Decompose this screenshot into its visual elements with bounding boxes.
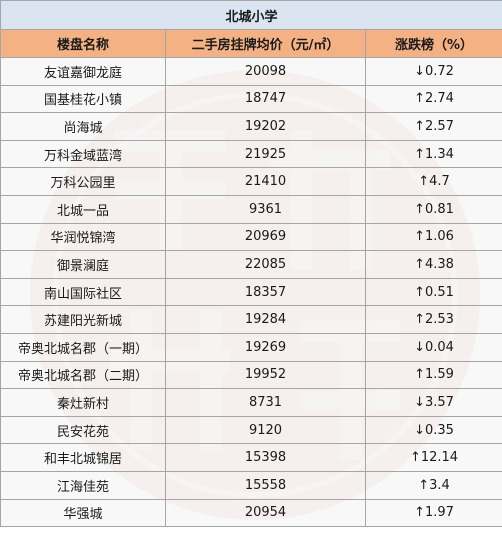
cell-change: ↓0.35 bbox=[365, 415, 502, 445]
table-row: 御景澜庭 22085 ↑4.38 bbox=[0, 250, 502, 279]
cell-price: 19284 bbox=[165, 305, 366, 334]
cell-change: ↑3.4 bbox=[365, 470, 502, 500]
table-row: 帝奥北城名郡（一期） 19269 ↓0.04 bbox=[0, 332, 502, 362]
cell-price: 15398 bbox=[165, 443, 366, 472]
cell-name: 北城一品 bbox=[0, 194, 166, 224]
cell-name: 帝奥北城名郡（一期） bbox=[0, 332, 166, 362]
table-row: 万科金域蓝湾 21925 ↑1.34 bbox=[0, 139, 502, 169]
table-row: 江海佳苑 15558 ↑3.4 bbox=[0, 470, 502, 500]
cell-name: 秦灶新村 bbox=[0, 388, 166, 417]
cell-price: 19202 bbox=[165, 112, 366, 141]
table-row: 北城一品 9361 ↑0.81 bbox=[0, 194, 502, 224]
table-row: 华强城 20954 ↑1.97 bbox=[0, 498, 502, 528]
cell-name: 江海佳苑 bbox=[0, 470, 166, 500]
cell-name: 南山国际社区 bbox=[0, 277, 166, 307]
cell-name: 万科公园里 bbox=[0, 167, 166, 196]
cell-change: ↓0.72 bbox=[365, 57, 502, 86]
table-header-row: 楼盘名称 二手房挂牌均价（元/㎡） 涨跌榜（%） bbox=[0, 29, 502, 58]
cell-name: 帝奥北城名郡（二期） bbox=[0, 360, 166, 390]
cell-price: 19269 bbox=[165, 332, 366, 362]
table-row: 国基桂花小镇 18747 ↑2.74 bbox=[0, 84, 502, 114]
cell-price: 19952 bbox=[165, 360, 366, 390]
cell-name: 御景澜庭 bbox=[0, 250, 166, 279]
cell-name: 万科金域蓝湾 bbox=[0, 139, 166, 169]
table-title-row: 北城小学 bbox=[0, 0, 502, 30]
cell-change: ↑0.81 bbox=[365, 194, 502, 224]
cell-change: ↑1.97 bbox=[365, 498, 502, 528]
cell-change: ↑2.57 bbox=[365, 112, 502, 141]
cell-name: 和丰北城锦居 bbox=[0, 443, 166, 472]
cell-change: ↓0.04 bbox=[365, 332, 502, 362]
table-row: 友谊嘉御龙庭 20098 ↓0.72 bbox=[0, 57, 502, 86]
cell-name: 苏建阳光新城 bbox=[0, 305, 166, 334]
cell-price: 21410 bbox=[165, 167, 366, 196]
table-row: 南山国际社区 18357 ↑0.51 bbox=[0, 277, 502, 307]
table-row: 华润悦锦湾 20969 ↑1.06 bbox=[0, 222, 502, 252]
column-header-price: 二手房挂牌均价（元/㎡） bbox=[165, 29, 366, 58]
cell-change: ↑2.74 bbox=[365, 84, 502, 114]
cell-change: ↑1.06 bbox=[365, 222, 502, 252]
cell-change: ↑4.7 bbox=[365, 167, 502, 196]
cell-price: 15558 bbox=[165, 470, 366, 500]
cell-price: 20098 bbox=[165, 57, 366, 86]
column-header-change: 涨跌榜（%） bbox=[365, 29, 502, 58]
cell-name: 华强城 bbox=[0, 498, 166, 528]
table-row: 尚海城 19202 ↑2.57 bbox=[0, 112, 502, 141]
table-row: 秦灶新村 8731 ↓3.57 bbox=[0, 388, 502, 417]
cell-price: 9361 bbox=[165, 194, 366, 224]
cell-price: 22085 bbox=[165, 250, 366, 279]
cell-price: 20954 bbox=[165, 498, 366, 528]
cell-change: ↓3.57 bbox=[365, 388, 502, 417]
cell-price: 21925 bbox=[165, 139, 366, 169]
cell-name: 华润悦锦湾 bbox=[0, 222, 166, 252]
cell-price: 9120 bbox=[165, 415, 366, 445]
cell-change: ↑0.51 bbox=[365, 277, 502, 307]
cell-price: 20969 bbox=[165, 222, 366, 252]
cell-name: 国基桂花小镇 bbox=[0, 84, 166, 114]
column-header-name: 楼盘名称 bbox=[0, 29, 166, 58]
cell-price: 18357 bbox=[165, 277, 366, 307]
cell-price: 8731 bbox=[165, 388, 366, 417]
cell-name: 民安花苑 bbox=[0, 415, 166, 445]
cell-price: 18747 bbox=[165, 84, 366, 114]
table-row: 帝奥北城名郡（二期） 19952 ↑1.59 bbox=[0, 360, 502, 390]
cell-name: 友谊嘉御龙庭 bbox=[0, 57, 166, 86]
cell-change: ↑12.14 bbox=[365, 443, 502, 472]
cell-change: ↑4.38 bbox=[365, 250, 502, 279]
cell-name: 尚海城 bbox=[0, 112, 166, 141]
table-row: 苏建阳光新城 19284 ↑2.53 bbox=[0, 305, 502, 334]
table-row: 万科公园里 21410 ↑4.7 bbox=[0, 167, 502, 196]
cell-change: ↑1.59 bbox=[365, 360, 502, 390]
cell-change: ↑2.53 bbox=[365, 305, 502, 334]
table-row: 和丰北城锦居 15398 ↑12.14 bbox=[0, 443, 502, 472]
table-row: 民安花苑 9120 ↓0.35 bbox=[0, 415, 502, 445]
cell-change: ↑1.34 bbox=[365, 139, 502, 169]
table-title: 北城小学 bbox=[0, 0, 502, 30]
